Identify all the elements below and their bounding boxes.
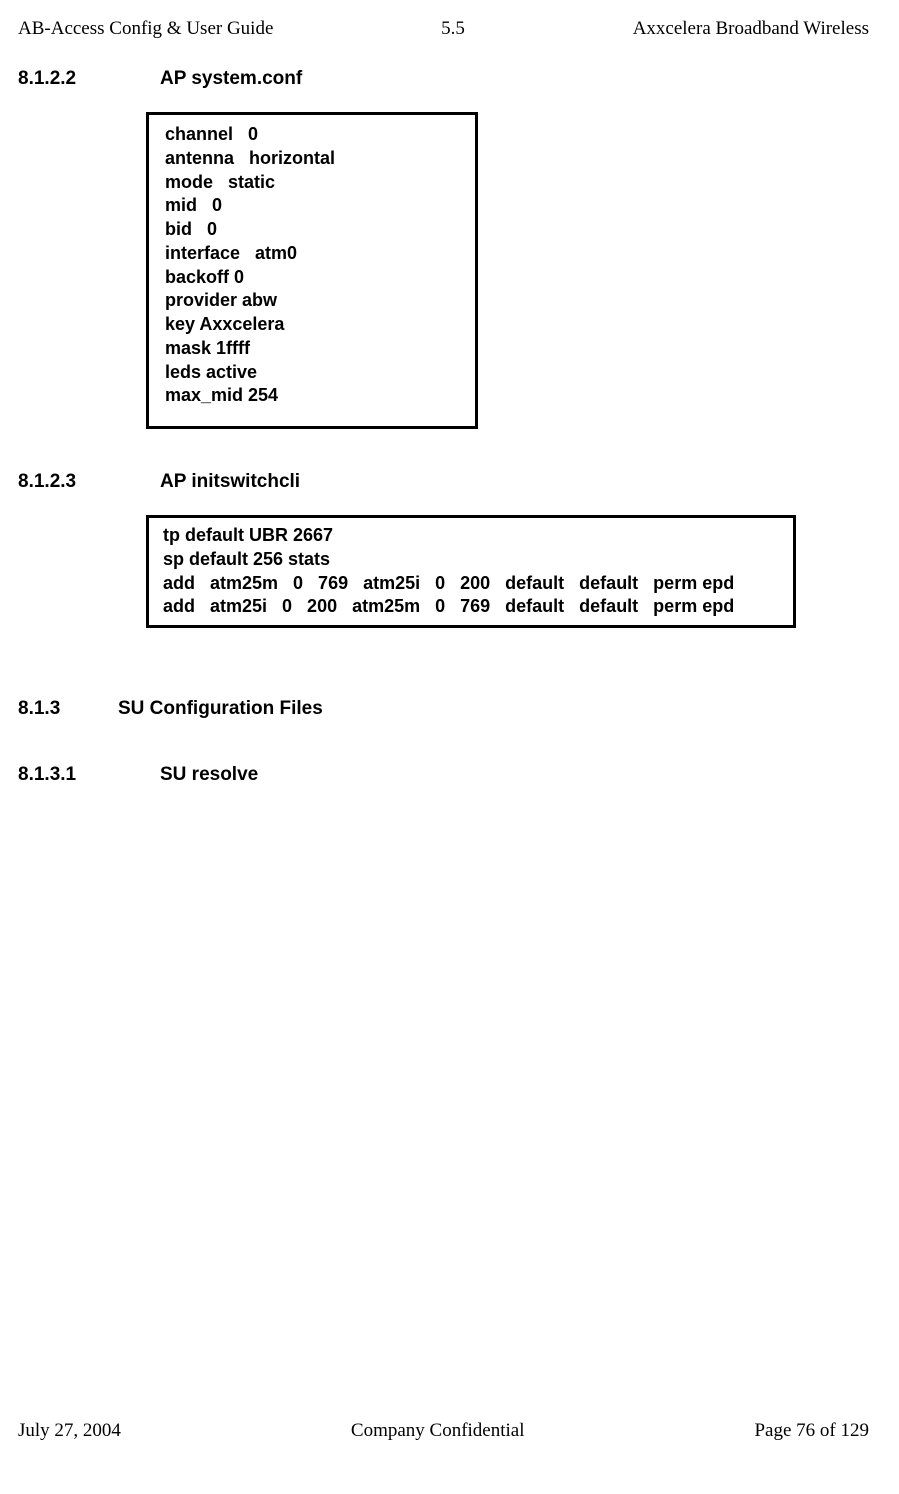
header-doc-title: AB-Access Config & User Guide — [18, 18, 273, 40]
ap-initswitchcli-codebox: tp default UBR 2667 sp default 256 stats… — [146, 515, 796, 628]
section-8-1-3-heading: 8.1.3 SU Configuration Files — [18, 698, 869, 720]
footer-confidential: Company Confidential — [351, 1420, 525, 1442]
section-number: 8.1.2.2 — [18, 68, 160, 90]
header-company: Axxcelera Broadband Wireless — [633, 18, 869, 40]
ap-system-conf-codebox: channel 0 antenna horizontal mode static… — [146, 112, 478, 429]
page-header: AB-Access Config & User Guide 5.5 Axxcel… — [18, 18, 869, 40]
section-8-1-2-2-heading: 8.1.2.2 AP system.conf — [18, 68, 869, 90]
page-footer: July 27, 2004 Company Confidential Page … — [18, 1420, 869, 1442]
footer-page-number: Page 76 of 129 — [754, 1420, 869, 1442]
section-number: 8.1.3.1 — [18, 764, 160, 786]
section-8-1-3-1-heading: 8.1.3.1 SU resolve — [18, 764, 869, 786]
section-title: AP initswitchcli — [160, 471, 300, 493]
section-title: SU resolve — [160, 764, 258, 786]
section-number: 8.1.2.3 — [18, 471, 160, 493]
header-version: 5.5 — [441, 18, 465, 40]
footer-date: July 27, 2004 — [18, 1420, 121, 1442]
section-title: SU Configuration Files — [118, 698, 323, 720]
section-8-1-2-3-heading: 8.1.2.3 AP initswitchcli — [18, 471, 869, 493]
section-number: 8.1.3 — [18, 698, 118, 720]
section-title: AP system.conf — [160, 68, 302, 90]
